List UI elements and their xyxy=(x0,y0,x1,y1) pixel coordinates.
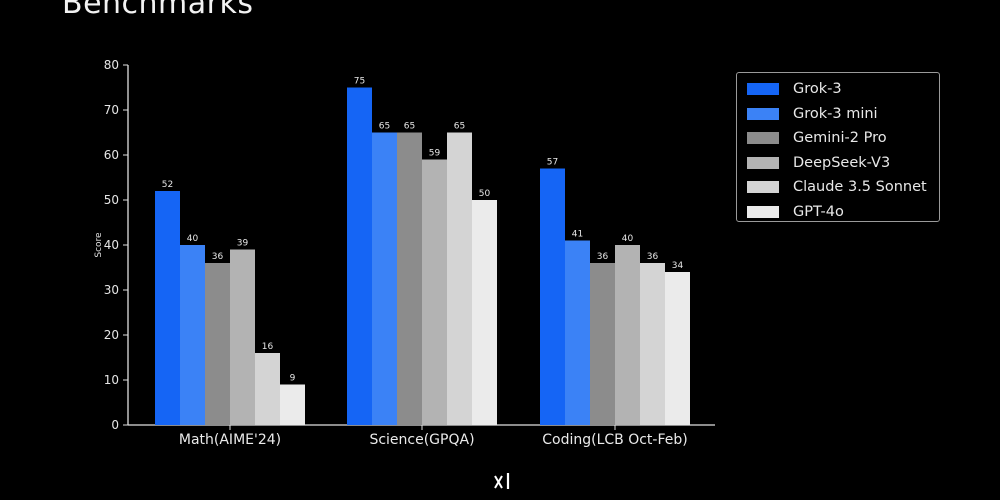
bar-value-label: 40 xyxy=(622,234,634,244)
y-tick-label: 70 xyxy=(104,103,119,117)
bar-value-label: 40 xyxy=(187,234,199,244)
y-tick-label: 0 xyxy=(111,418,119,432)
xai-logo xyxy=(494,473,510,489)
legend-swatch xyxy=(747,156,779,169)
bar xyxy=(280,384,305,425)
x-tick-label: Math(AIME'24) xyxy=(179,432,281,448)
legend-swatch xyxy=(747,181,779,194)
bar xyxy=(230,249,255,425)
page-title: Benchmarks xyxy=(62,0,254,21)
bar xyxy=(472,200,497,425)
legend-swatch xyxy=(747,83,779,96)
legend-swatch xyxy=(747,132,779,145)
legend-swatch xyxy=(747,107,779,120)
bar-value-label: 57 xyxy=(547,158,558,168)
bar-value-label: 39 xyxy=(237,239,249,249)
bar xyxy=(397,132,422,425)
y-tick-label: 60 xyxy=(104,148,119,162)
bar-value-label: 50 xyxy=(479,189,491,199)
bar xyxy=(565,240,590,425)
bar xyxy=(540,168,565,425)
bar xyxy=(372,132,397,425)
bar xyxy=(590,263,615,425)
bar xyxy=(422,159,447,425)
bar xyxy=(640,263,665,425)
legend-label: Grok-3 mini xyxy=(793,105,878,122)
bar xyxy=(347,87,372,425)
bar-value-label: 59 xyxy=(429,149,441,159)
bar xyxy=(205,263,230,425)
bar xyxy=(155,191,180,425)
bar-value-label: 36 xyxy=(647,252,659,262)
legend-item: Grok-3 mini xyxy=(737,102,939,127)
bar-value-label: 65 xyxy=(454,122,465,132)
bar-value-label: 34 xyxy=(672,261,684,271)
bars xyxy=(155,87,690,425)
legend-swatch xyxy=(747,205,779,218)
bar xyxy=(665,272,690,425)
x-tick-label: Coding(LCB Oct-Feb) xyxy=(542,432,687,448)
legend-item: GPT-4o xyxy=(737,200,939,225)
y-tick-label: 40 xyxy=(104,238,119,252)
y-tick-label: 10 xyxy=(104,373,119,387)
bar-value-label: 41 xyxy=(572,230,583,240)
bar xyxy=(615,245,640,425)
bar-value-label: 52 xyxy=(162,180,173,190)
legend-label: Grok-3 xyxy=(793,81,842,98)
bar-value-label: 65 xyxy=(404,122,415,132)
legend: Grok-3 Grok-3 mini Gemini-2 Pro DeepSeek-V3… xyxy=(736,72,940,222)
y-axis-label: Score xyxy=(94,232,104,258)
legend-item: DeepSeek-V3 xyxy=(737,151,939,176)
legend-label: Claude 3.5 Sonnet xyxy=(793,179,927,196)
y-axis: 0 10 20 30 40 50 60 70 80 xyxy=(104,58,129,432)
bar-value-label: 9 xyxy=(290,374,296,384)
legend-label: DeepSeek-V3 xyxy=(793,154,891,171)
x-tick-label: Science(GPQA) xyxy=(369,432,474,448)
bar-value-label: 65 xyxy=(379,122,390,132)
x-axis: Math(AIME'24) Science(GPQA) Coding(LCB Oct… xyxy=(128,424,715,448)
legend-item: Gemini-2 Pro xyxy=(737,126,939,151)
bar-value-label: 16 xyxy=(262,342,274,352)
legend-item: Claude 3.5 Sonnet xyxy=(737,175,939,200)
y-tick-label: 20 xyxy=(104,328,119,342)
y-tick-label: 30 xyxy=(104,283,119,297)
bar xyxy=(180,245,205,425)
legend-label: GPT-4o xyxy=(793,203,844,220)
bar-value-label: 36 xyxy=(597,252,609,262)
bar xyxy=(447,132,472,425)
legend-label: Gemini-2 Pro xyxy=(793,130,887,147)
legend-item: Grok-3 xyxy=(737,77,939,102)
bar-value-label: 36 xyxy=(212,252,224,262)
bar xyxy=(255,353,280,425)
bar-value-label: 75 xyxy=(354,77,365,87)
y-tick-label: 80 xyxy=(104,58,119,72)
bar-value-labels: 52 40 36 39 16 9 75 65 65 59 65 50 57 41 36 40 36 34 xyxy=(162,77,684,384)
y-tick-label: 50 xyxy=(104,193,119,207)
